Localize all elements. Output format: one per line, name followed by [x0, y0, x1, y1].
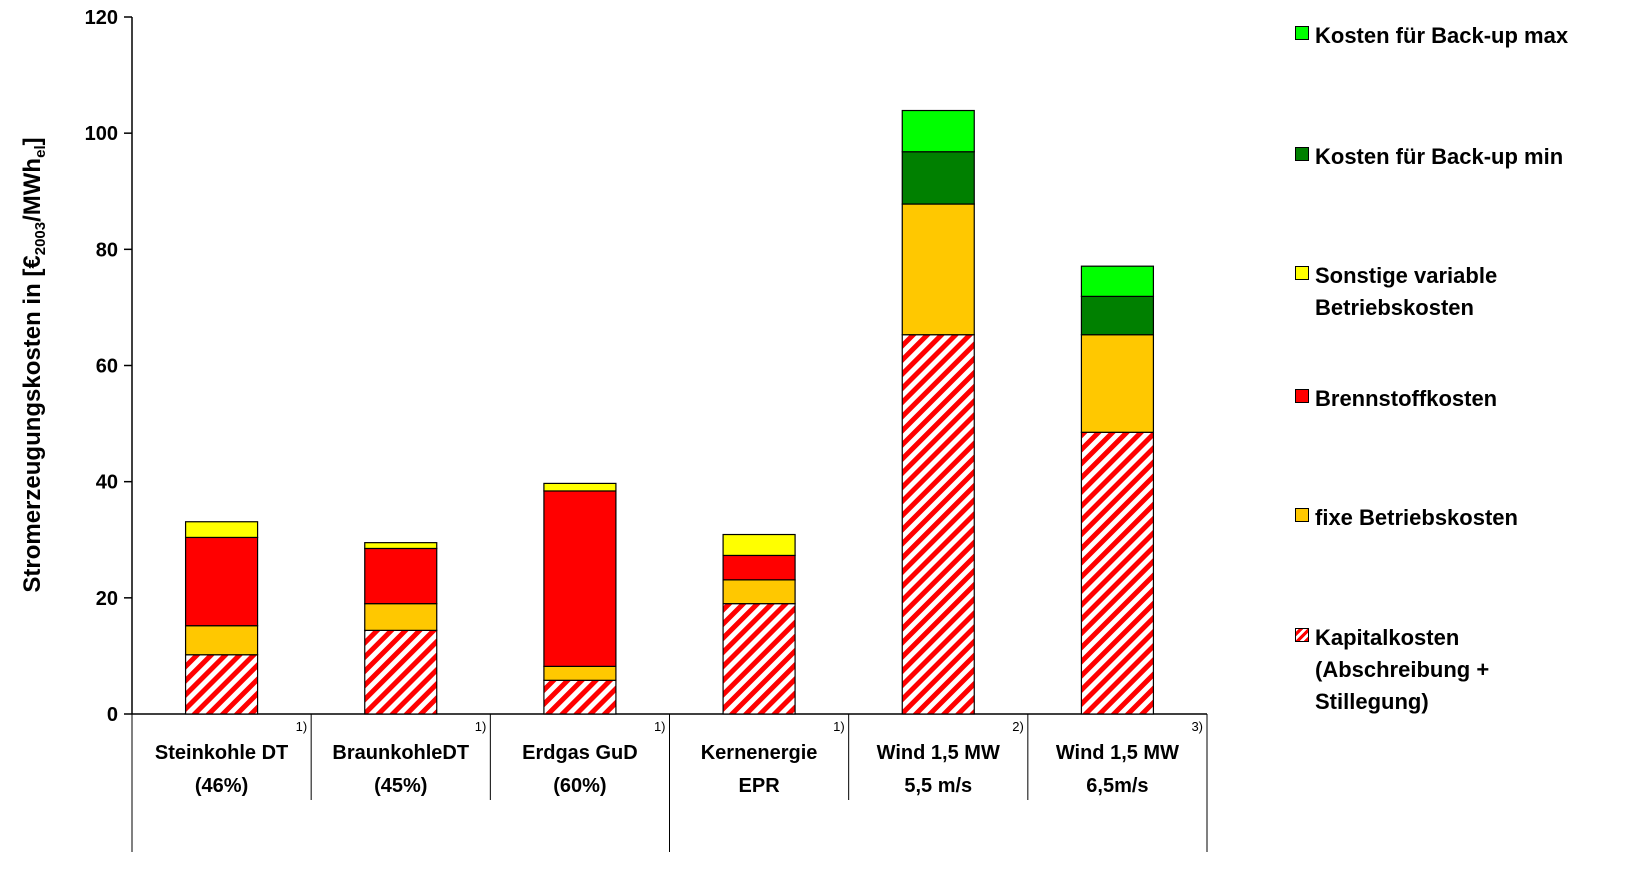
legend-swatch [1295, 389, 1309, 403]
category-sublabel: (45%) [374, 775, 427, 797]
legend-item: Kosten für Back-up min [1295, 141, 1563, 173]
bar-segment [364, 542, 438, 550]
bar-segment [722, 603, 796, 715]
category-label: Wind 1,5 MW [877, 742, 1000, 764]
category-sublabel: 6,5m/s [1086, 775, 1148, 797]
bar-segment [901, 334, 975, 715]
category-label: Kernenergie [701, 742, 818, 764]
category-footnote: 1) [296, 719, 308, 734]
bar-segment [364, 547, 438, 605]
category-footnote: 3) [1191, 719, 1203, 734]
bar-segment [901, 151, 975, 205]
y-tick-label: 120 [85, 7, 118, 29]
y-tick-label: 80 [96, 239, 118, 261]
legend-label: Brennstoffkosten [1315, 386, 1498, 411]
bars [184, 109, 1155, 715]
legend-swatch [1295, 266, 1309, 280]
legend-item: Kosten für Back-up max [1295, 20, 1568, 52]
y-axis-title: Stromerzeugungskosten in [€2003/MWhel] [19, 137, 49, 592]
legend-item: fixe Betriebskosten [1295, 502, 1518, 534]
bar-segment [543, 665, 617, 681]
category-sublabel: 5,5 m/s [904, 775, 972, 797]
legend-item: Sonstige variable Betriebskosten [1295, 260, 1497, 324]
bar-segment [1080, 265, 1155, 297]
category-label: Wind 1,5 MW [1056, 742, 1179, 764]
category-label: BraunkohleDT [332, 742, 469, 764]
bar-segment [901, 109, 975, 153]
stacked-bar-chart: 0 20 40 60 80 100 120 Stromerzeugungskosten in … [19, 7, 1208, 852]
category-sublabel: (46%) [195, 775, 248, 797]
bar-segment [1080, 334, 1155, 433]
legend-swatch [1295, 147, 1309, 161]
labels: 0 20 40 60 80 100 120 Stromerzeugungskosten in … [19, 7, 1203, 797]
y-tick-label: 0 [107, 704, 118, 726]
category-sublabel: EPR [739, 775, 781, 797]
legend: Kosten für Back-up max Kosten für Back-up… [1295, 0, 1632, 887]
bar-segment [184, 625, 259, 656]
bar-segment [184, 654, 259, 715]
bar-segment [364, 629, 438, 715]
category-label: Erdgas GuD [522, 742, 638, 764]
legend-label: Kosten für Back-up max [1315, 23, 1569, 48]
bar-segment [1080, 431, 1155, 715]
y-tick-label: 60 [96, 356, 118, 378]
category-footnote: 1) [475, 719, 487, 734]
bar-segment [184, 521, 259, 539]
bar-segment [543, 482, 617, 492]
category-label: Steinkohle DT [155, 742, 288, 764]
bar-segment [364, 603, 438, 631]
bar-segment [722, 533, 796, 557]
bar-segment [1080, 295, 1155, 336]
y-tick-label: 100 [85, 123, 118, 145]
legend-label: Kosten für Back-up min [1315, 144, 1564, 169]
legend-swatch [1295, 628, 1309, 642]
bar-segment [722, 554, 796, 581]
legend-item: Brennstoffkosten [1295, 383, 1497, 415]
y-tick-label: 20 [96, 588, 118, 610]
bar-segment [901, 203, 975, 336]
category-sublabel: (60%) [553, 775, 606, 797]
legend-label: fixe Betriebskosten [1315, 505, 1518, 530]
bar-segment [543, 490, 617, 667]
bar-segment [184, 536, 259, 627]
legend-swatch [1295, 26, 1309, 40]
category-footnote: 1) [654, 719, 666, 734]
legend-label: Kapitalkosten (Abschreibung + Stillegung… [1315, 625, 1490, 714]
bar-segment [543, 679, 617, 715]
bar-segment [722, 579, 796, 605]
y-tick-label: 40 [96, 472, 118, 494]
legend-item: Kapitalkosten (Abschreibung + Stillegung… [1295, 622, 1489, 718]
legend-swatch [1295, 508, 1309, 522]
category-footnote: 2) [1012, 719, 1024, 734]
axes [124, 16, 1208, 852]
legend-label: Sonstige variable Betriebskosten [1315, 263, 1498, 320]
category-footnote: 1) [833, 719, 845, 734]
